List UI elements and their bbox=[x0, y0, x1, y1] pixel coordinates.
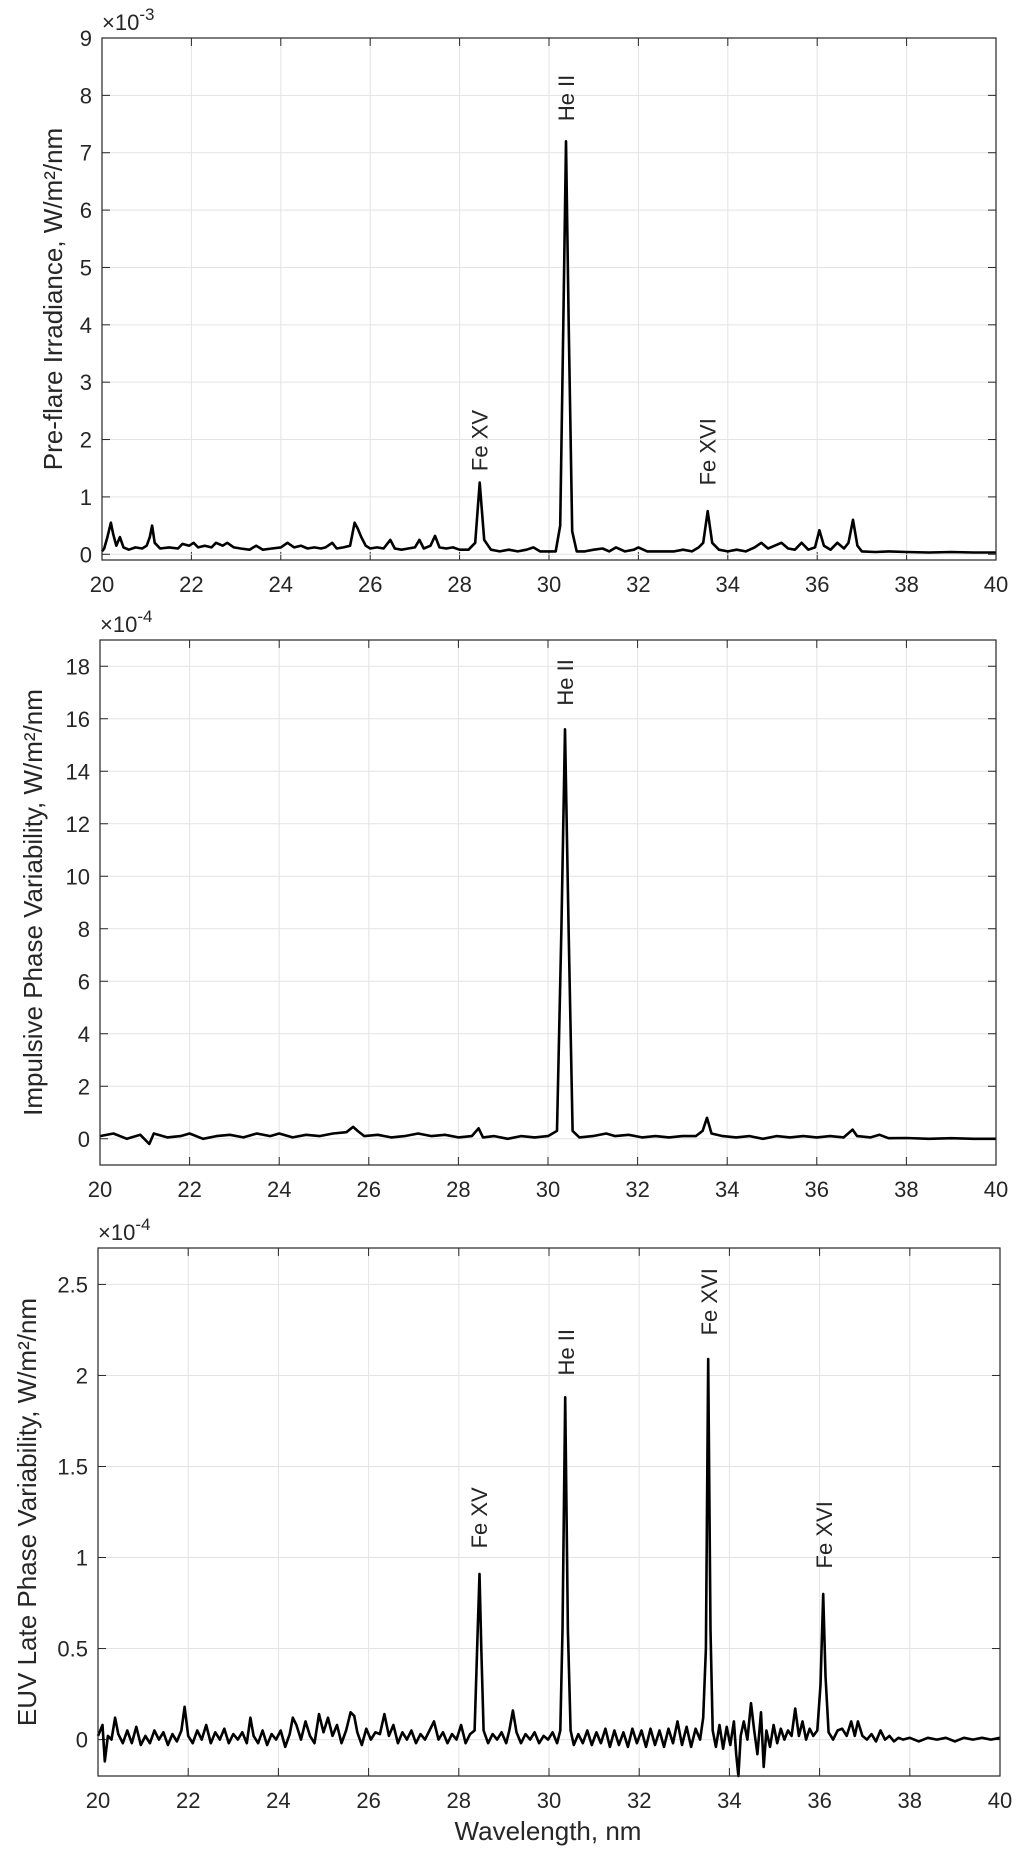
y-tick-label: 16 bbox=[66, 707, 90, 732]
y-tick-label: 10 bbox=[66, 864, 90, 889]
panel-late-phase: 20 22 24 26 28 30 32 34 36 38 40 0 0.5 1 1.5 2 2.5 ×10-4 E… bbox=[12, 1215, 1012, 1813]
x-tick-label: 40 bbox=[984, 572, 1008, 597]
y-axis-label: Pre-flare Irradiance, W/m²/nm bbox=[38, 128, 68, 470]
x-tick-label: 28 bbox=[446, 1177, 470, 1202]
x-tick-label: 32 bbox=[626, 572, 650, 597]
x-tick-label: 26 bbox=[357, 1177, 381, 1202]
y-axis-label: Impulsive Phase Variability, W/m²/nm bbox=[18, 689, 48, 1116]
y-tick-label: 4 bbox=[78, 1022, 90, 1047]
x-tick-label: 20 bbox=[86, 1788, 110, 1813]
y-tick-label: 5 bbox=[80, 255, 92, 280]
y-tick-label: 1 bbox=[80, 485, 92, 510]
y-tick-label: 1 bbox=[76, 1546, 88, 1571]
x-tick-label: 34 bbox=[716, 572, 740, 597]
x-axis-label: Wavelength, nm bbox=[455, 1816, 642, 1846]
x-tick-label: 26 bbox=[358, 572, 382, 597]
x-tick-label: 30 bbox=[537, 572, 561, 597]
x-tick-label: 24 bbox=[269, 572, 293, 597]
x-tick-label: 30 bbox=[537, 1788, 561, 1813]
line-annotation: Fe XV bbox=[468, 410, 493, 471]
y-tick-label: 7 bbox=[80, 141, 92, 166]
y-tick-label: 2 bbox=[78, 1074, 90, 1099]
x-tick-label: 20 bbox=[90, 572, 114, 597]
y-tick-label: 2 bbox=[80, 428, 92, 453]
series-line bbox=[100, 140, 996, 554]
y-tick-label: 4 bbox=[80, 313, 92, 338]
line-annotation: Fe XVI bbox=[697, 1268, 722, 1335]
x-tick-label: 38 bbox=[898, 1788, 922, 1813]
x-tick-label: 24 bbox=[267, 1177, 291, 1202]
x-tick-label: 34 bbox=[717, 1788, 741, 1813]
x-tick-label: 32 bbox=[627, 1788, 651, 1813]
y-axis-label: EUV Late Phase Variability, W/m²/nm bbox=[12, 1298, 42, 1726]
y-tick-label: 9 bbox=[80, 26, 92, 51]
line-annotation: Fe XVI bbox=[812, 1501, 837, 1568]
x-tick-label: 36 bbox=[805, 1177, 829, 1202]
exponent-label: ×10-4 bbox=[98, 1215, 150, 1245]
x-tick-label: 36 bbox=[807, 1788, 831, 1813]
line-annotation: Fe XVI bbox=[696, 418, 721, 485]
y-tick-label: 6 bbox=[80, 198, 92, 223]
y-tick-label: 8 bbox=[78, 917, 90, 942]
x-tick-label: 30 bbox=[536, 1177, 560, 1202]
x-tick-label: 26 bbox=[356, 1788, 380, 1813]
panel-impulsive: 20 22 24 26 28 30 32 34 36 38 40024681012141618×10… bbox=[18, 607, 1008, 1202]
y-tick-label: 18 bbox=[66, 654, 90, 679]
x-tick-label: 22 bbox=[176, 1788, 200, 1813]
series-line bbox=[96, 1357, 1001, 1778]
exponent-power: -3 bbox=[139, 5, 154, 24]
y-tick-label: 2 bbox=[76, 1363, 88, 1388]
exponent-base: ×10 bbox=[98, 1220, 135, 1245]
x-tick-label: 22 bbox=[177, 1177, 201, 1202]
line-annotation: He II bbox=[554, 1329, 579, 1375]
x-tick-label: 24 bbox=[266, 1788, 290, 1813]
y-tick-label: 1.5 bbox=[57, 1454, 88, 1479]
x-tick-label: 36 bbox=[805, 572, 829, 597]
x-tick-label: 28 bbox=[447, 572, 471, 597]
exponent-base: ×10 bbox=[100, 612, 137, 637]
y-tick-label: 3 bbox=[80, 370, 92, 395]
x-tick-label: 40 bbox=[984, 1177, 1008, 1202]
y-tick-label: 14 bbox=[66, 759, 90, 784]
x-tick-label: 34 bbox=[715, 1177, 739, 1202]
line-annotation: Fe XV bbox=[467, 1487, 492, 1548]
exponent-base: ×10 bbox=[102, 10, 139, 35]
x-tick-label: 28 bbox=[447, 1788, 471, 1813]
y-tick-label: 2.5 bbox=[57, 1272, 88, 1297]
axes-box bbox=[101, 37, 997, 561]
x-tick-label: 22 bbox=[179, 572, 203, 597]
x-tick-label: 38 bbox=[894, 572, 918, 597]
y-tick-label: 0 bbox=[80, 542, 92, 567]
exponent-power: -4 bbox=[135, 1215, 150, 1234]
x-tick-label: 20 bbox=[88, 1177, 112, 1202]
y-tick-label: 8 bbox=[80, 83, 92, 108]
x-tick-label: 40 bbox=[988, 1788, 1012, 1813]
y-tick-label: 6 bbox=[78, 969, 90, 994]
y-tick-label: 0 bbox=[76, 1728, 88, 1753]
x-tick-label: 32 bbox=[625, 1177, 649, 1202]
exponent-label: ×10-4 bbox=[100, 607, 152, 637]
y-tick-label: 12 bbox=[66, 812, 90, 837]
x-tick-label: 38 bbox=[894, 1177, 918, 1202]
exponent-label: ×10-3 bbox=[102, 5, 154, 35]
line-annotation: He II bbox=[553, 659, 578, 705]
panel-preflare: 20 22 24 26 28 30 32 34 36 38 400123456789×10-3Pre… bbox=[38, 5, 1008, 597]
series-line bbox=[99, 728, 996, 1146]
axes-box bbox=[99, 639, 997, 1166]
y-tick-label: 0 bbox=[78, 1127, 90, 1152]
line-annotation: He II bbox=[554, 75, 579, 121]
y-tick-label: 0.5 bbox=[57, 1637, 88, 1662]
axes-box bbox=[97, 1247, 1001, 1777]
exponent-power: -4 bbox=[137, 607, 152, 626]
